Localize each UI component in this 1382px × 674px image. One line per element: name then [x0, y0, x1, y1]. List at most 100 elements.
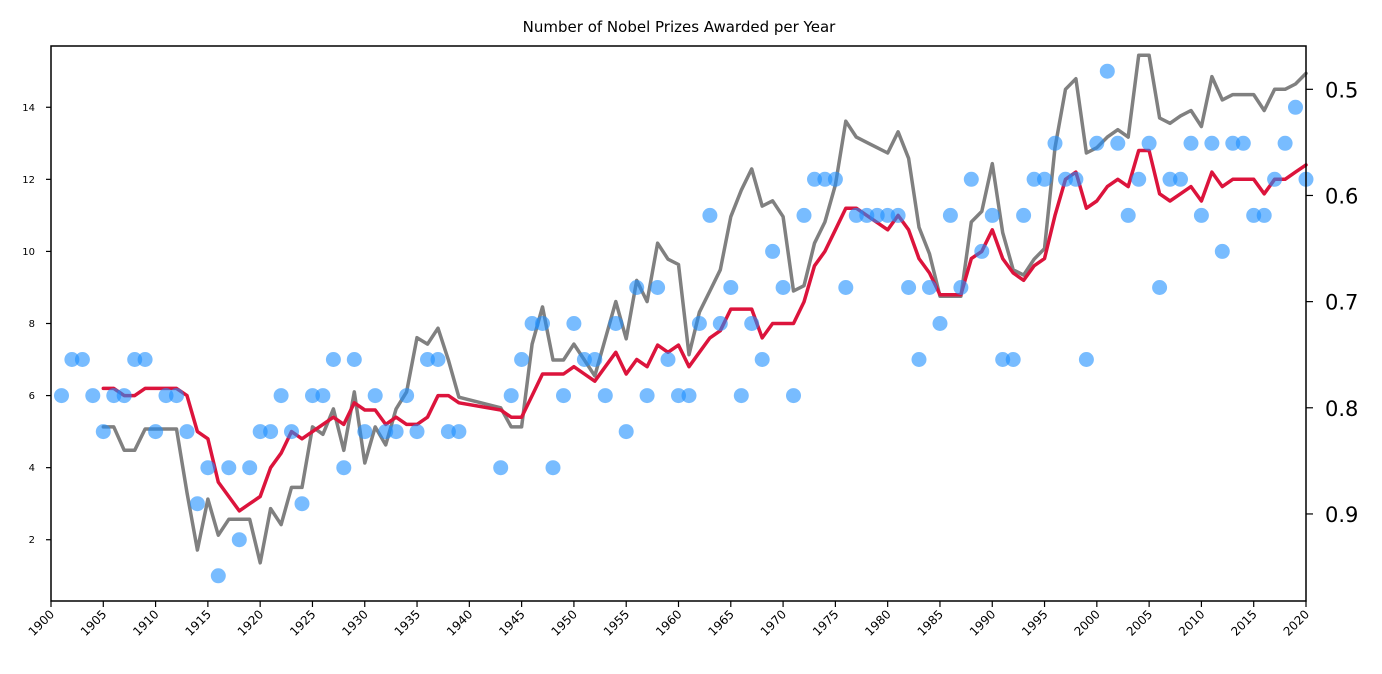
x-tick-label: 1955	[601, 607, 632, 638]
scatter-point	[660, 352, 676, 367]
scatter-point	[671, 388, 686, 404]
scatter-point	[158, 388, 174, 404]
scatter-point	[210, 568, 226, 584]
x-tick-label: 1995	[1019, 607, 1050, 638]
scatter-point	[566, 316, 582, 331]
scatter-point	[221, 460, 237, 476]
scatter-point	[388, 424, 404, 440]
scatter-point	[608, 316, 624, 331]
scatter-point	[1214, 243, 1230, 259]
x-tick-label: 1980	[862, 607, 893, 638]
x-tick-label: 1910	[130, 607, 161, 638]
scatter-point	[1204, 135, 1220, 151]
scatter-point	[1026, 171, 1042, 187]
x-tick-label: 2010	[1176, 607, 1207, 638]
scatter-point	[106, 388, 122, 404]
scatter-point	[629, 280, 645, 295]
scatter-point	[1267, 171, 1283, 187]
scatter-point	[514, 352, 530, 367]
scatter-point	[1173, 171, 1188, 187]
scatter-point	[712, 316, 728, 331]
scatter-point	[273, 388, 289, 404]
scatter-point	[859, 207, 875, 223]
scatter-point	[901, 280, 917, 295]
scatter-point	[74, 352, 90, 367]
scatter-point	[911, 352, 927, 367]
scatter-point	[336, 460, 352, 476]
scatter-point	[932, 316, 948, 331]
scatter-point	[1068, 171, 1084, 187]
scatter-point	[681, 388, 697, 404]
scatter-point	[263, 424, 279, 440]
y2-tick-label: 0.8	[1325, 397, 1358, 421]
y-tick-label: 14	[22, 103, 35, 114]
scatter-point	[1005, 352, 1021, 367]
scatter-point	[378, 424, 394, 440]
scatter-point	[315, 388, 331, 404]
scatter-point	[420, 352, 435, 367]
scatter-point	[744, 316, 760, 331]
scatter-point	[723, 280, 739, 295]
secondary-axis-line	[101, 53, 1308, 565]
scatter-point	[357, 424, 373, 440]
scatter-point	[838, 280, 854, 295]
scatter-point	[64, 352, 80, 367]
scatter-point	[702, 207, 718, 223]
x-tick-label: 1940	[444, 607, 475, 638]
scatter-point	[440, 424, 456, 440]
scatter-point	[200, 460, 216, 476]
scatter-point	[284, 424, 299, 440]
scatter-point	[650, 280, 666, 295]
scatter-point	[1078, 352, 1094, 367]
scatter-point	[1047, 135, 1063, 151]
scatter-point	[231, 532, 247, 548]
x-tick-label: 1915	[182, 607, 213, 638]
scatter-point	[409, 424, 425, 440]
chart-title: Number of Nobel Prizes Awarded per Year	[523, 18, 836, 36]
scatter-point	[169, 388, 184, 404]
x-tick-label: 1970	[758, 607, 789, 638]
scatter-point	[535, 316, 550, 331]
scatter-point	[597, 388, 613, 404]
x-tick-label: 2000	[1071, 607, 1102, 638]
scatter-point	[827, 171, 843, 187]
scatter-point	[1110, 135, 1126, 151]
scatter-point	[1141, 135, 1157, 151]
y-axis-right: 0.5 0.6 0.7 0.8 0.9	[1306, 78, 1358, 527]
x-tick-label: 2005	[1124, 607, 1155, 638]
scatter-point	[493, 460, 509, 476]
y-tick-label: 6	[29, 391, 35, 402]
scatter-point	[1288, 99, 1303, 115]
scatter-point	[1162, 171, 1178, 187]
scatter-point	[639, 388, 655, 404]
scatter-point	[1235, 135, 1251, 151]
y-tick-label: 10	[22, 247, 35, 258]
scatter-point	[325, 352, 341, 367]
x-tick-label: 1935	[392, 607, 423, 638]
y2-tick-label: 0.6	[1325, 184, 1358, 208]
scatter-point	[252, 424, 268, 440]
scatter-point	[54, 388, 69, 404]
scatter-point	[953, 280, 969, 295]
x-tick-label: 1960	[653, 607, 684, 638]
scatter-point	[1193, 207, 1209, 223]
y2-tick-label: 0.5	[1325, 78, 1358, 102]
scatter-point	[148, 424, 164, 440]
y-tick-label: 2	[29, 535, 35, 546]
scatter-point	[1037, 171, 1052, 187]
scatter-point	[294, 496, 310, 512]
scatter-point	[963, 171, 979, 187]
scatter-point	[922, 280, 937, 295]
scatter-point	[367, 388, 383, 404]
scatter-point	[1131, 171, 1147, 187]
scatter-point	[85, 388, 101, 404]
scatter-point	[1277, 135, 1293, 151]
scatter-point	[754, 352, 770, 367]
x-tick-label: 1930	[339, 607, 370, 638]
x-tick-label: 2020	[1281, 607, 1312, 638]
scatter-point	[618, 424, 634, 440]
scatter-point	[733, 388, 749, 404]
y2-tick-label: 0.9	[1325, 503, 1358, 527]
scatter-point	[137, 352, 153, 367]
